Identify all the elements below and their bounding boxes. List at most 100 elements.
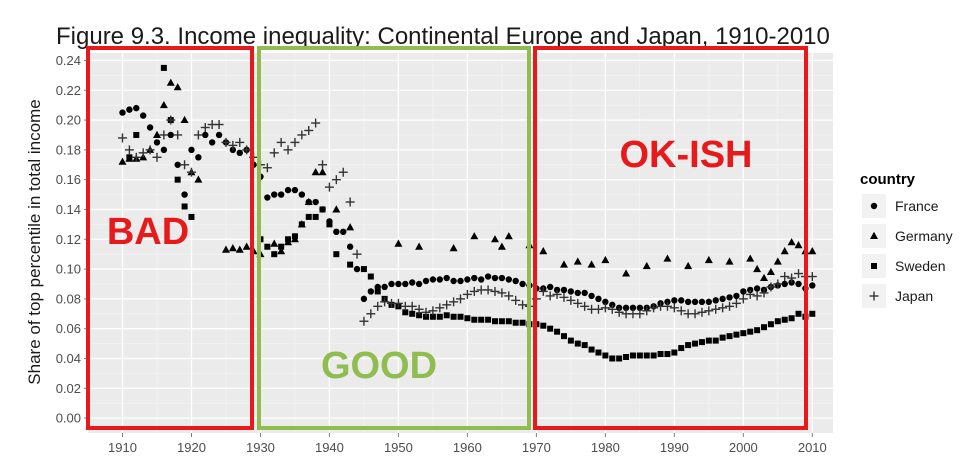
france-point xyxy=(560,286,568,294)
sweden-point xyxy=(664,351,671,358)
sweden-point xyxy=(616,355,623,362)
japan-point xyxy=(807,272,817,282)
france-point xyxy=(271,191,278,198)
japan-point xyxy=(642,306,652,316)
france-point xyxy=(395,280,402,288)
sweden-point xyxy=(554,328,561,335)
japan-point xyxy=(731,298,741,308)
sweden-point xyxy=(360,266,367,273)
france-point xyxy=(208,139,216,146)
france-point xyxy=(726,294,733,301)
japan-point xyxy=(359,316,369,326)
sweden-point xyxy=(560,333,567,340)
france-point xyxy=(712,297,719,304)
x-tick-label: 1920 xyxy=(177,440,206,455)
sweden-point xyxy=(278,243,285,250)
japan-point xyxy=(180,160,190,170)
germany-point xyxy=(497,242,506,250)
y-axis-title: Share of top percentile in total income xyxy=(25,99,44,384)
france-point xyxy=(698,298,706,306)
france-point xyxy=(691,298,699,306)
france-point xyxy=(333,228,340,236)
germany-point xyxy=(808,246,817,255)
japan-point xyxy=(780,272,790,282)
france-point xyxy=(705,298,713,306)
legend-marker-germany xyxy=(870,231,878,239)
japan-point xyxy=(138,148,148,158)
japan-point xyxy=(504,291,514,301)
france-point xyxy=(312,198,319,206)
sweden-point xyxy=(319,206,326,213)
germany-point xyxy=(159,100,168,109)
sweden-point xyxy=(174,176,181,183)
japan-point xyxy=(221,137,231,147)
japan-point xyxy=(345,197,355,207)
france-point xyxy=(284,186,292,194)
germany-point xyxy=(504,232,513,240)
sweden-point xyxy=(471,316,478,323)
sweden-point xyxy=(374,288,381,295)
japan-point xyxy=(711,304,721,314)
sweden-point xyxy=(678,345,685,352)
japan-point xyxy=(718,303,728,313)
germany-point xyxy=(601,255,610,264)
germany-point xyxy=(173,83,182,91)
sweden-point xyxy=(767,321,774,328)
sweden-point xyxy=(540,322,547,329)
y-tick-label: 0.08 xyxy=(56,291,81,306)
france-point xyxy=(181,191,188,198)
sweden-point xyxy=(264,243,271,250)
japan-point xyxy=(566,295,576,305)
sweden-point xyxy=(429,313,436,320)
germany-point xyxy=(746,254,755,262)
sweden-point xyxy=(733,331,740,338)
japan-point xyxy=(669,303,679,313)
legend-marker-japan xyxy=(869,291,879,301)
japan-point xyxy=(497,288,507,298)
germany-point xyxy=(725,257,734,265)
sweden-point xyxy=(809,310,816,317)
japan-point xyxy=(483,285,493,295)
sweden-point xyxy=(609,355,616,362)
sweden-point xyxy=(181,203,188,210)
germany-point xyxy=(166,78,175,86)
france-point xyxy=(588,292,595,300)
sweden-point xyxy=(498,318,505,325)
germany-point xyxy=(270,239,279,247)
france-point xyxy=(678,297,685,304)
germany-point xyxy=(304,197,313,206)
france-point xyxy=(236,149,243,157)
sweden-point xyxy=(416,312,423,319)
japan-point xyxy=(676,306,686,316)
japan-point xyxy=(159,130,169,140)
france-point xyxy=(188,146,195,154)
france-point xyxy=(146,124,154,131)
germany-point xyxy=(346,223,355,231)
annotation-label-good: GOOD xyxy=(321,345,437,387)
japan-point xyxy=(166,115,176,125)
sweden-point xyxy=(567,337,574,344)
y-tick-label: 0.10 xyxy=(56,262,81,277)
france-point xyxy=(443,274,450,282)
sweden-point xyxy=(160,64,167,71)
japan-point xyxy=(552,289,562,299)
legend-label-sweden: Sweden xyxy=(895,258,946,274)
x-tick-label: 1950 xyxy=(384,440,413,455)
sweden-point xyxy=(636,352,643,359)
sweden-point xyxy=(692,340,699,347)
sweden-point xyxy=(671,349,678,356)
sweden-point xyxy=(485,316,492,323)
y-tick-label: 0.24 xyxy=(56,53,81,68)
france-point xyxy=(753,285,761,292)
japan-point xyxy=(297,130,307,140)
france-point xyxy=(153,139,161,146)
sweden-point xyxy=(774,318,781,325)
japan-point xyxy=(725,301,735,311)
france-point xyxy=(464,276,471,283)
japan-point xyxy=(662,301,672,311)
japan-point xyxy=(200,123,210,133)
france-point xyxy=(353,265,361,273)
y-tick-label: 0.12 xyxy=(56,232,81,247)
sweden-point xyxy=(795,310,802,317)
sweden-point xyxy=(333,251,340,258)
